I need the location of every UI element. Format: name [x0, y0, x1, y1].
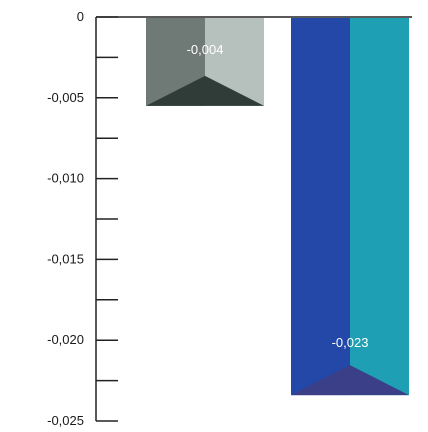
y-tick-label: -0,005	[47, 90, 84, 105]
y-tick-label: -0,015	[47, 251, 84, 266]
bar-tip	[146, 75, 264, 106]
bar-tip	[291, 365, 409, 396]
bar-2	[291, 18, 409, 396]
bar-1	[146, 18, 264, 106]
y-tick-label: -0,020	[47, 332, 84, 347]
y-tick-label: 0	[77, 9, 84, 24]
y-axis: 0 -0,005 -0,010 -0,015 -0,020 -0,025	[47, 9, 412, 428]
y-tick-label: -0,025	[47, 413, 84, 428]
bar-left-face	[291, 18, 350, 396]
data-labels: -0,004 -0,023	[187, 42, 369, 350]
bar-right-face	[350, 18, 409, 396]
y-tick-label: -0,010	[47, 171, 84, 186]
bar-2-value-label: -0,023	[332, 335, 369, 350]
bar-1-value-label: -0,004	[187, 42, 224, 57]
bars	[146, 18, 409, 396]
